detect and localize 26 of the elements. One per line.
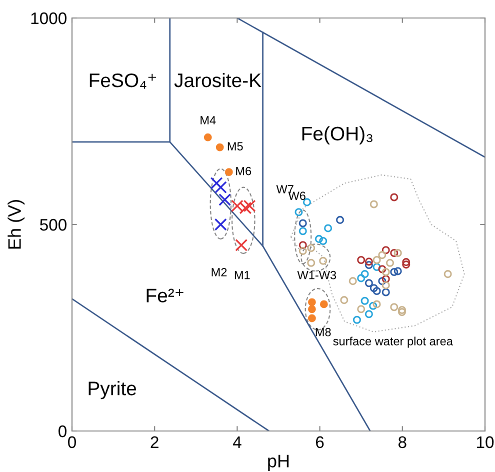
annotation: Fe(OH)₃	[302, 126, 372, 144]
y-tick-label: 500	[40, 218, 66, 231]
annotation: W7	[276, 185, 294, 194]
annotation: M8	[316, 328, 331, 336]
x-tick-label: 8	[398, 436, 406, 448]
annotation: FeSO₄⁺	[90, 73, 156, 89]
x-tick-label: 2	[150, 436, 158, 448]
annotation: Fe²⁺	[146, 288, 184, 302]
annotation: surface water plot area	[333, 336, 453, 348]
annotation: W1-W3	[297, 270, 336, 280]
x-tick-label: 6	[316, 436, 324, 448]
annotation: Pyrite	[88, 381, 136, 400]
y-tick-label: 1000	[31, 12, 66, 24]
x-tick-label: 0	[68, 436, 76, 448]
y-tick-label: 0	[58, 425, 66, 438]
y-axis-title: Eh (V)	[8, 200, 24, 249]
x-axis-title: pH	[268, 454, 289, 472]
x-tick-label: 4	[232, 436, 242, 448]
annotation: M5	[228, 142, 243, 150]
annotation: M2	[212, 268, 227, 276]
annotation: Jarosite-K	[174, 72, 262, 88]
annotation: M6	[236, 166, 252, 176]
annotation: M1	[234, 271, 250, 280]
annotation: M4	[200, 116, 216, 124]
x-tick-label: 10	[477, 436, 494, 448]
annotation: W6	[288, 192, 306, 200]
